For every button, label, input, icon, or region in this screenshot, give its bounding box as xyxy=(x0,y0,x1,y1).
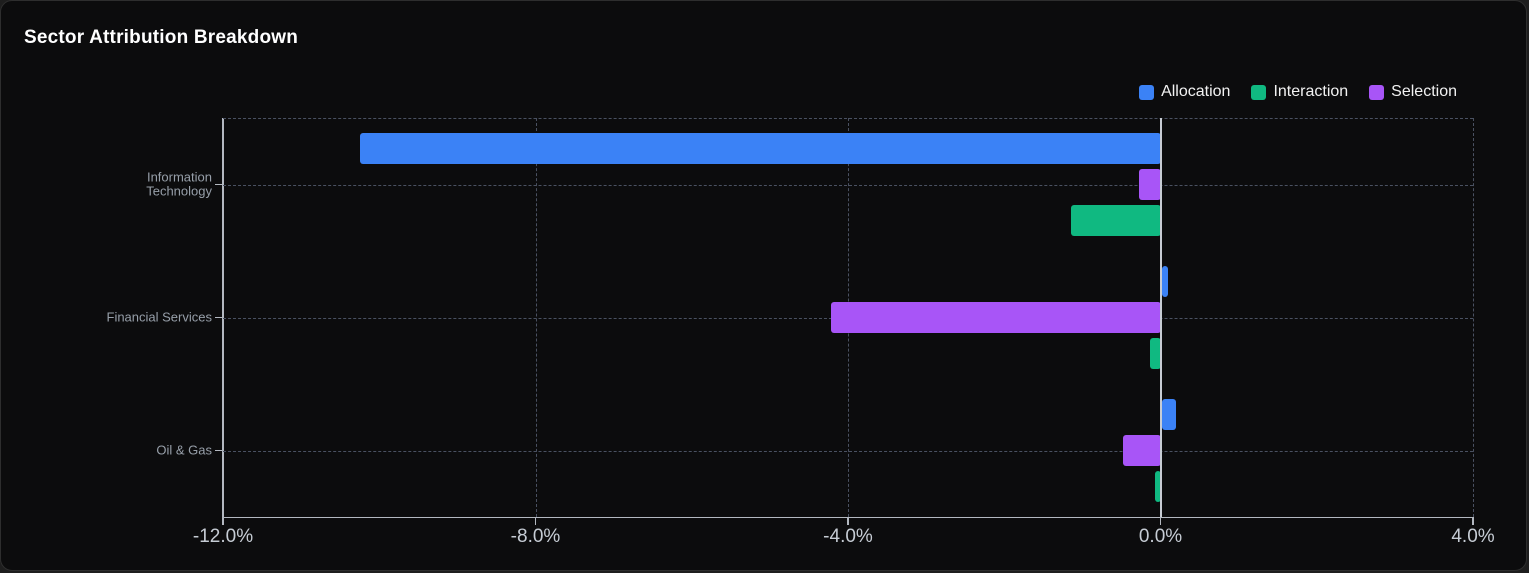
category-label-financial-services: Financial Services xyxy=(106,309,213,325)
x-tick-0 xyxy=(1159,517,1162,525)
bar-allocation-information-technology[interactable] xyxy=(359,132,1161,165)
legend: Allocation Interaction Selection xyxy=(1139,83,1457,101)
legend-swatch-selection-icon xyxy=(1369,84,1385,100)
x-tick-label--8: -8.0% xyxy=(510,526,561,547)
x-tick-label-4: 4.0% xyxy=(1451,526,1495,547)
vertical-gridline-4 xyxy=(1473,118,1474,517)
bar-interaction-financial-services[interactable] xyxy=(1150,337,1161,370)
bar-selection-financial-services[interactable] xyxy=(830,301,1161,334)
bar-allocation-financial-services[interactable] xyxy=(1161,265,1168,298)
legend-swatch-interaction-icon xyxy=(1251,84,1267,100)
x-tick-label-0: 0.0% xyxy=(1138,526,1183,547)
legend-label-allocation: Allocation xyxy=(1161,83,1231,100)
x-tick-label--12: -12.0% xyxy=(192,526,254,547)
y-tick-financial-services xyxy=(215,316,223,319)
legend-label-selection: Selection xyxy=(1391,83,1457,100)
horizontal-gridline-oil-gas xyxy=(223,450,1473,452)
legend-item-interaction[interactable]: Interaction xyxy=(1251,83,1348,101)
x-tick--8 xyxy=(534,517,537,525)
legend-item-allocation[interactable]: Allocation xyxy=(1139,83,1230,101)
bar-interaction-oil-gas[interactable] xyxy=(1155,470,1161,503)
x-tick-4 xyxy=(1472,517,1474,525)
y-tick-oil-gas xyxy=(215,449,223,452)
bar-selection-information-technology[interactable] xyxy=(1138,168,1161,201)
chart-title: Sector Attribution Breakdown xyxy=(24,27,299,48)
legend-label-interaction: Interaction xyxy=(1273,83,1349,100)
legend-swatch-allocation-icon xyxy=(1139,84,1155,100)
zero-value-line xyxy=(1160,118,1162,517)
y-tick-information-technology xyxy=(215,183,223,186)
horizontal-gridline-information-technology xyxy=(223,184,1473,186)
bar-interaction-information-technology[interactable] xyxy=(1070,204,1161,237)
plot-area xyxy=(215,118,1474,525)
bar-allocation-oil-gas[interactable] xyxy=(1161,398,1177,431)
x-tick--4 xyxy=(847,517,849,525)
category-label-information-technology: Information Technology xyxy=(146,168,212,199)
category-label-oil-gas: Oil & Gas xyxy=(156,442,212,458)
legend-item-selection[interactable]: Selection xyxy=(1369,83,1457,101)
bar-selection-oil-gas[interactable] xyxy=(1123,434,1161,467)
x-tick-label--4: -4.0% xyxy=(823,526,873,547)
x-tick--12 xyxy=(222,517,224,525)
